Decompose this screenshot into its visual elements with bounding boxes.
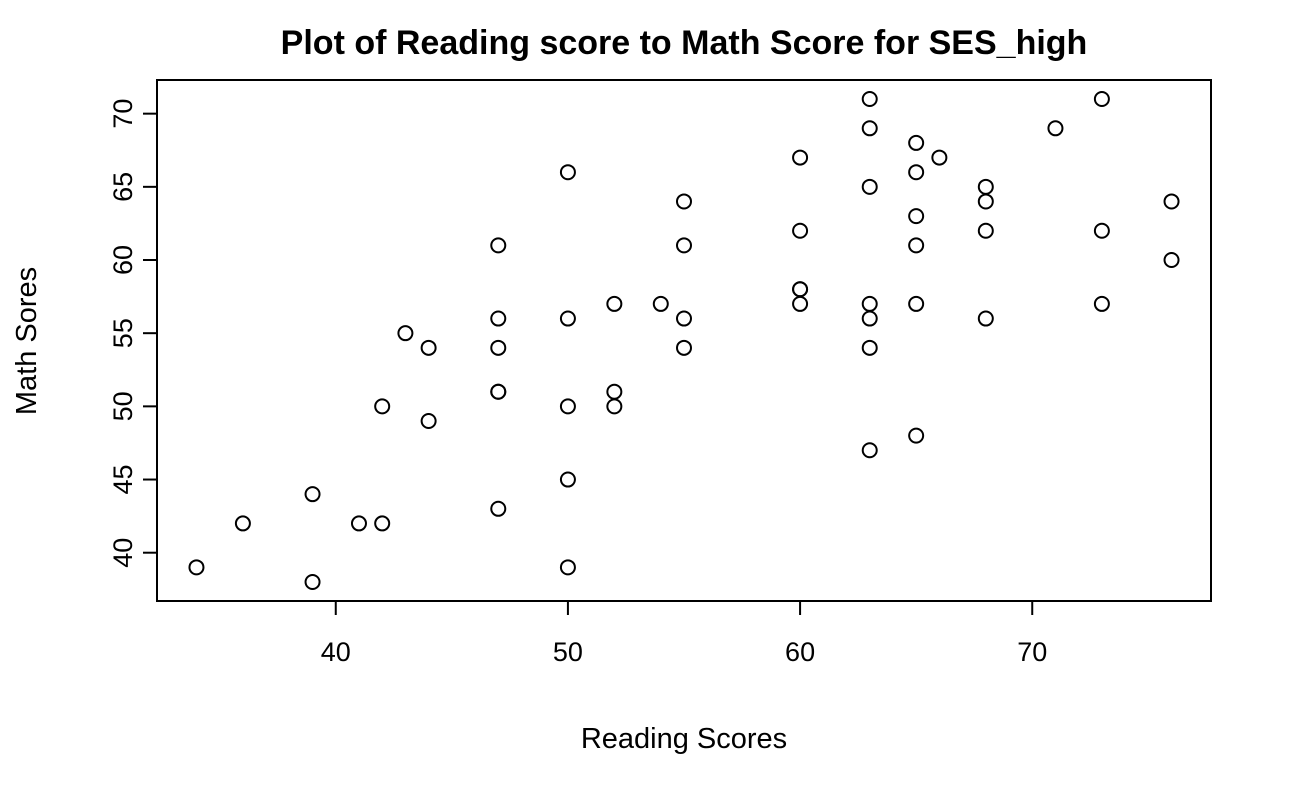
data-point	[931, 149, 948, 166]
data-point	[1163, 193, 1180, 210]
data-point	[792, 222, 809, 239]
data-point	[977, 222, 994, 239]
data-point	[908, 164, 925, 181]
data-point	[1093, 295, 1110, 312]
data-point	[397, 325, 414, 342]
data-point	[559, 471, 576, 488]
data-point	[559, 398, 576, 415]
data-point	[188, 559, 205, 576]
data-point	[861, 310, 878, 327]
data-point	[304, 573, 321, 590]
data-point	[304, 486, 321, 503]
data-point	[792, 295, 809, 312]
data-point	[559, 164, 576, 181]
data-point	[908, 134, 925, 151]
data-point	[420, 339, 437, 356]
data-point	[652, 295, 669, 312]
data-point	[490, 237, 507, 254]
data-point	[559, 310, 576, 327]
data-point	[1047, 120, 1064, 137]
data-point	[676, 339, 692, 356]
data-point	[350, 515, 367, 532]
data-point	[908, 237, 925, 254]
chart-title: Plot of Reading score to Math Score for …	[281, 24, 1088, 62]
data-point	[490, 383, 507, 400]
data-point	[1163, 252, 1180, 269]
data-point	[676, 193, 692, 210]
x-axis-title: Reading Scores	[581, 723, 787, 755]
x-tick-label: 60	[785, 637, 815, 667]
data-point	[1093, 91, 1110, 108]
y-tick-label: 60	[108, 245, 138, 275]
x-tick-label: 40	[321, 637, 351, 667]
x-tick-label: 50	[553, 637, 583, 667]
y-axis-title: Math Sores	[11, 267, 43, 415]
data-point	[606, 398, 623, 415]
data-point	[861, 120, 878, 137]
y-tick-label: 45	[108, 465, 138, 495]
data-point	[908, 208, 925, 225]
x-axis: 40 50 60 70	[321, 600, 1047, 667]
data-point	[977, 193, 994, 210]
x-tick-label: 70	[1017, 637, 1047, 667]
data-point	[490, 500, 507, 517]
data-point	[374, 398, 391, 415]
data-point	[490, 310, 507, 327]
y-tick-label: 65	[108, 172, 138, 202]
data-point	[420, 412, 437, 429]
data-point	[374, 515, 391, 532]
data-point	[861, 91, 878, 108]
y-tick-label: 50	[108, 391, 138, 421]
y-axis: 40 45 50 55 60 65 70	[108, 99, 158, 568]
y-tick-label: 40	[108, 538, 138, 568]
data-point	[861, 339, 878, 356]
data-points	[188, 91, 1180, 590]
y-tick-label: 70	[108, 99, 138, 129]
data-point	[861, 178, 878, 195]
data-point	[861, 442, 878, 459]
data-point	[676, 237, 692, 254]
data-point	[908, 427, 925, 444]
data-point	[977, 310, 994, 327]
y-tick-label: 55	[108, 318, 138, 348]
data-point	[606, 295, 623, 312]
data-point	[490, 339, 507, 356]
data-point	[1093, 222, 1110, 239]
data-point	[606, 383, 623, 400]
data-point	[977, 178, 994, 195]
data-point	[792, 281, 809, 298]
data-point	[559, 559, 576, 576]
data-point	[234, 515, 251, 532]
data-point	[908, 295, 925, 312]
data-point	[792, 149, 809, 166]
data-point	[676, 310, 692, 327]
data-point	[861, 295, 878, 312]
